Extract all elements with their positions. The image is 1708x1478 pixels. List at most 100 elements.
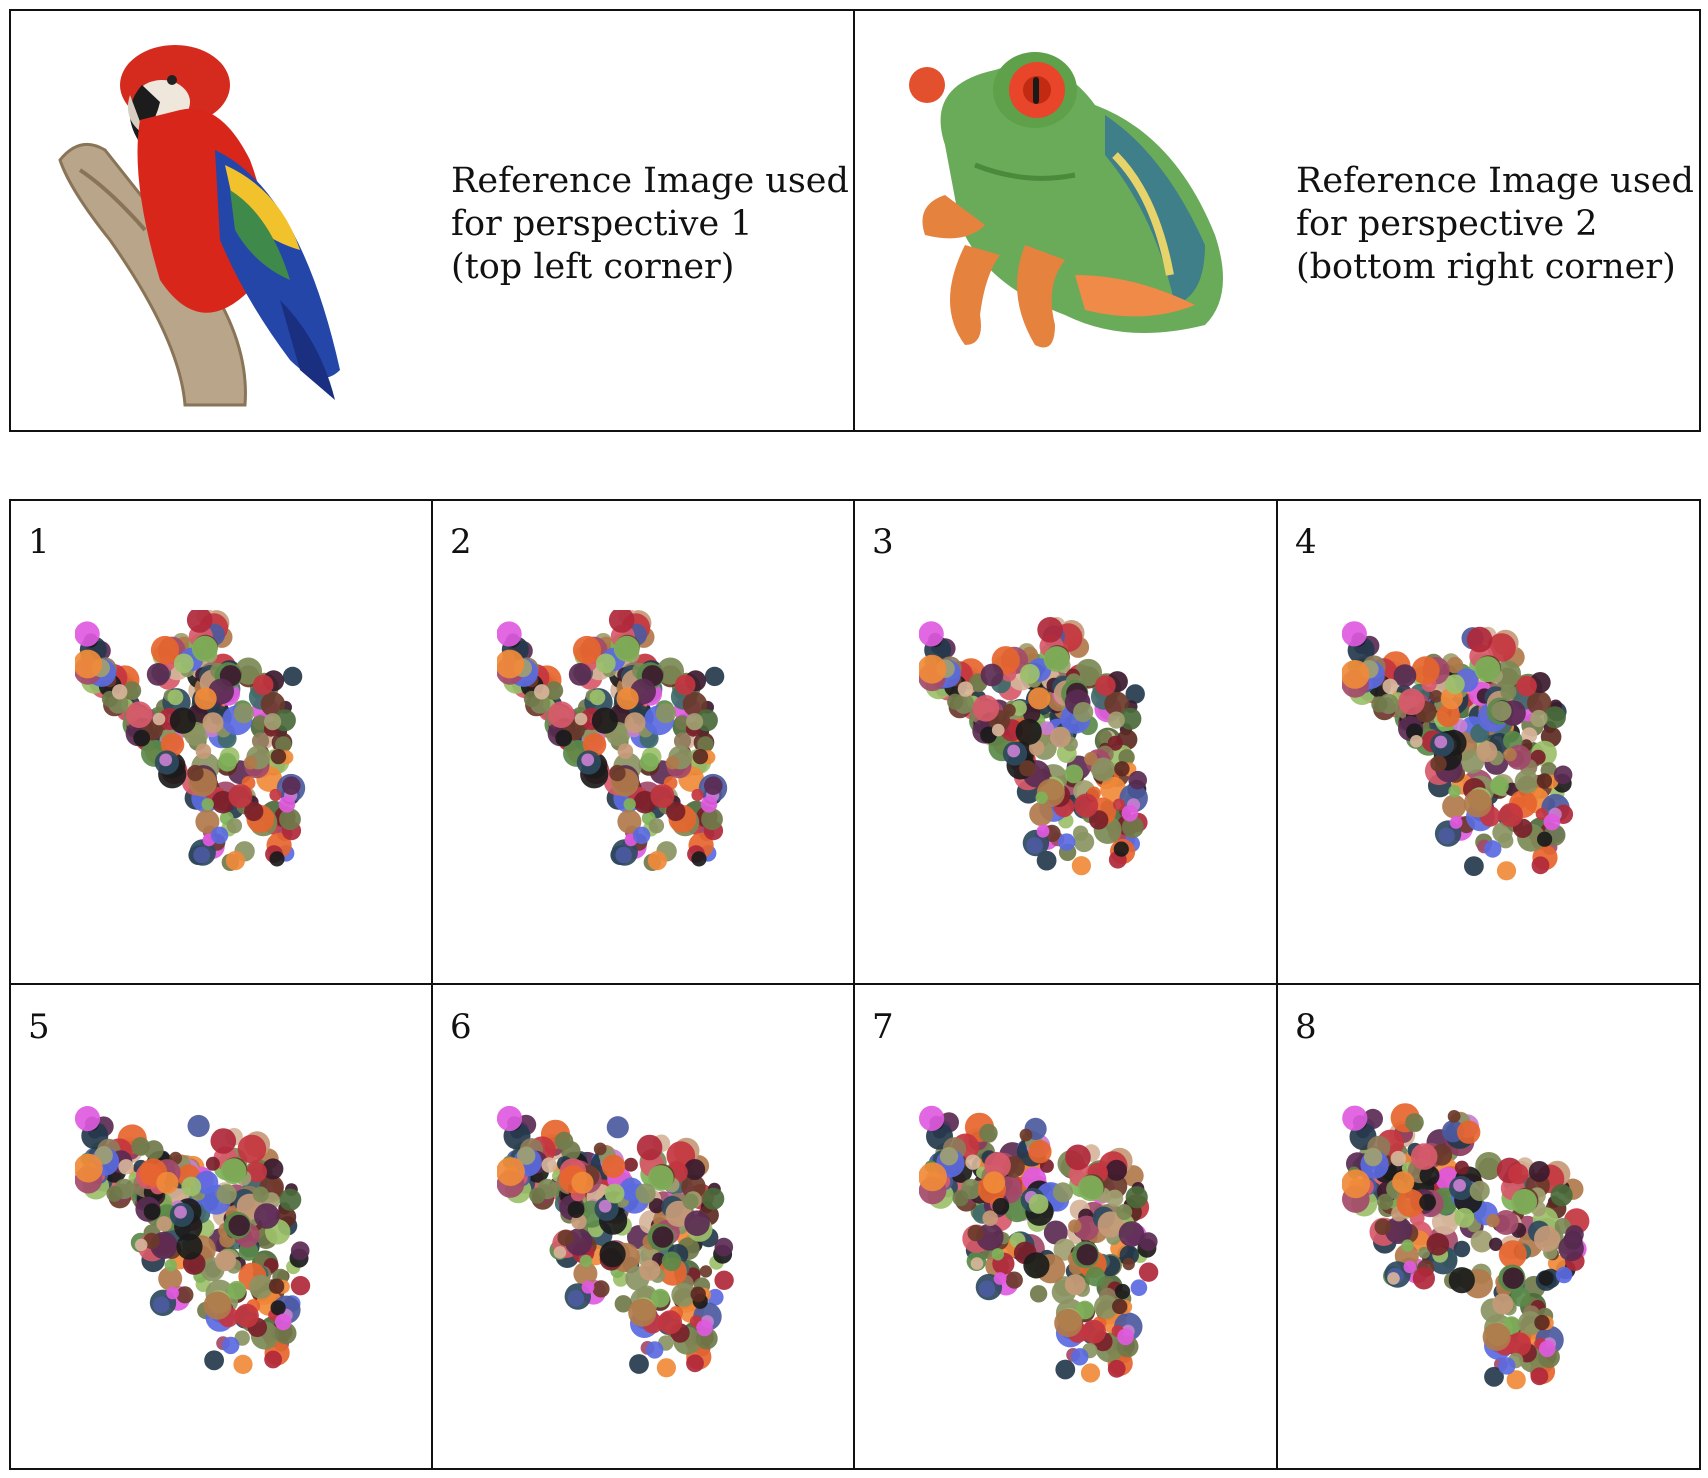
circle-mark [673,732,692,750]
circle-mark [264,713,282,731]
circle-mark [947,693,964,710]
circle-mark [1454,1207,1475,1228]
circle-mark [1115,1283,1131,1300]
panel-label-3: 3 [872,522,894,562]
circle-mark [1074,793,1099,818]
circle-mark [233,1354,253,1374]
circle-mark [1434,735,1448,749]
circle-mark [1029,802,1054,826]
circle-mark [202,712,224,734]
circle-mark [1543,706,1566,729]
circle-mark [252,715,268,730]
circle-mark [215,1250,237,1272]
circle-mark [1081,1319,1106,1344]
circle-mark [691,851,707,867]
circle-mark [957,681,974,697]
circle-mark [1431,1208,1459,1235]
circle-mark [216,1184,237,1205]
circle-mark [547,701,575,728]
circle-mark [1484,1366,1504,1387]
circle-mark [1076,1244,1098,1266]
circle-mark [1430,755,1447,772]
circle-mark [1453,1179,1466,1192]
circle-mark [1028,1194,1049,1214]
circle-mark [143,1203,161,1220]
circle-mark [604,1183,625,1204]
circle-mark [979,1123,998,1143]
reference-divider [853,9,855,432]
circle-mark [252,1186,269,1203]
circle-mark [557,1229,574,1246]
circle-mark [1387,1272,1400,1285]
circle-mark [278,796,296,813]
circle-mark [1537,831,1553,847]
circle-mark [608,610,635,633]
circle-mark [1371,696,1388,713]
circle-mark [1499,803,1523,827]
circle-mark [686,713,704,731]
circle-mark [1028,687,1051,710]
grid-divider-h [9,983,1701,985]
circle-mark [593,1142,607,1156]
circle-mark [282,666,303,687]
circle-mark [133,729,151,747]
circle-mark [1405,1113,1424,1132]
circle-mark [674,674,696,696]
circle-mark [1072,825,1089,841]
circle-mark [1121,816,1144,839]
circle-mark [1536,773,1553,789]
circle-mark [624,712,646,734]
circle-mark [270,748,287,765]
circle-mark [1510,1287,1531,1307]
circle-mark [661,1251,682,1272]
circle-mark [290,1276,311,1296]
circle-mark [1116,1204,1133,1220]
circle-mark [1527,690,1552,716]
circle-mark [1511,1188,1538,1215]
circle-mark [1489,1237,1503,1251]
panel-label-7: 7 [872,1007,894,1047]
circle-mark [980,663,1004,687]
circle-mark [1073,702,1094,723]
circle-mark [203,1291,232,1320]
circle-mark [1498,833,1514,849]
circle-mark [1043,646,1070,672]
circle-mark [1091,757,1115,782]
circle-mark [191,635,218,662]
circle-mark [1118,1221,1145,1247]
circle-mark [617,743,634,759]
reference-caption-2: Reference Image used for perspective 2 (… [1296,161,1694,287]
circle-mark [1474,656,1501,683]
circle-mark [1117,1328,1134,1346]
circle-mark [647,1165,674,1191]
circle-mark [1029,1285,1048,1303]
circle-mark [650,784,675,808]
circle-mark [153,1296,170,1314]
circle-mark [1442,794,1467,819]
circle-mark [1113,798,1126,811]
circle-mark [233,703,254,724]
circle-mark [1534,1314,1550,1331]
circle-mark [194,687,217,710]
circle-mark [639,752,659,772]
circle-mark [187,764,204,782]
circle-mark [1403,1260,1417,1274]
circle-mark [169,707,196,734]
circle-mark [166,1286,179,1300]
circle-mark [1128,770,1147,790]
circle-mark [1390,1150,1406,1167]
circle-mark [978,1280,996,1298]
circle-mark [1493,1210,1519,1235]
circle-mark [1121,804,1139,822]
circle-mark [1506,1370,1526,1390]
circle-mark [226,818,243,834]
circle-mark [601,1154,626,1178]
circle-mark [1095,675,1116,696]
circle-mark [1023,1252,1050,1279]
circle-mark [991,723,1005,737]
circle-mark [248,1274,273,1299]
circle-mark [1080,1363,1101,1383]
circle-mark [1535,808,1548,821]
circle-mark [919,1105,945,1131]
circle-mark [204,1350,225,1371]
